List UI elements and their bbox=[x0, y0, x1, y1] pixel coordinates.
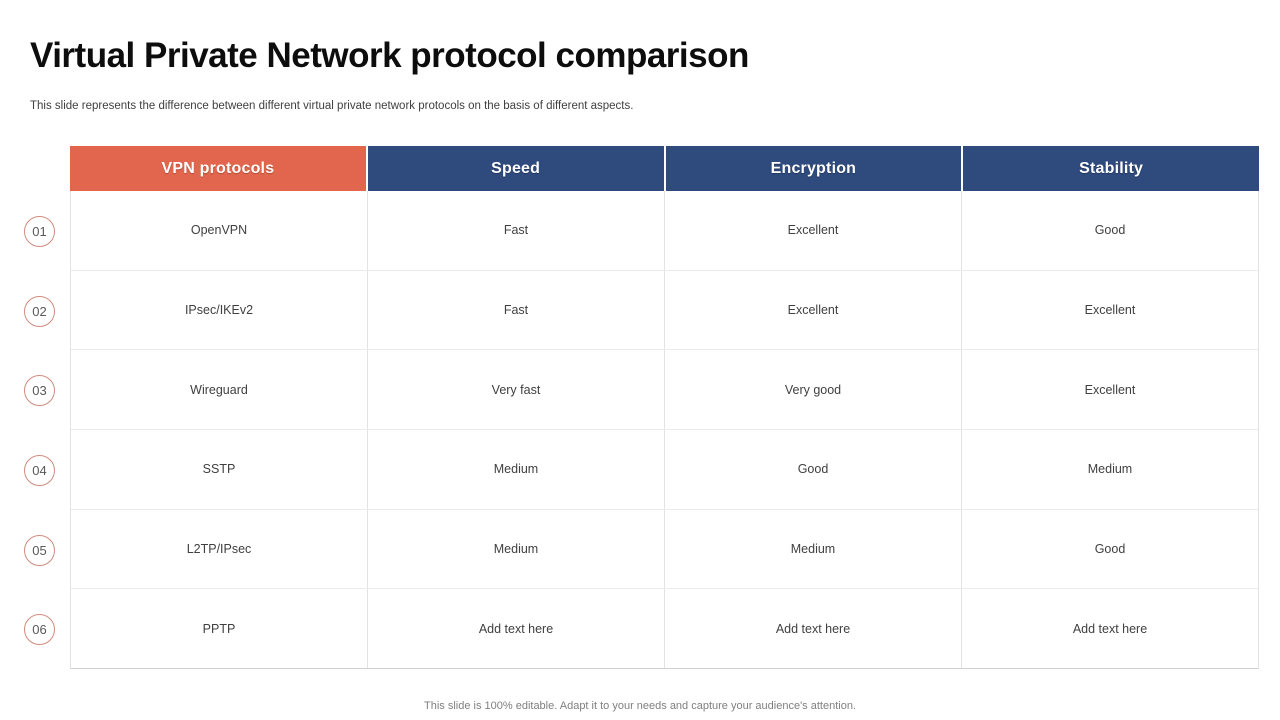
cell-encryption: Medium bbox=[664, 509, 961, 589]
cell-stability: Excellent bbox=[961, 350, 1258, 430]
table-row: SSTP Medium Good Medium bbox=[71, 429, 1258, 509]
cell-speed: Medium bbox=[367, 509, 664, 589]
cell-stability: Good bbox=[961, 191, 1258, 270]
header-vpn-protocols: VPN protocols bbox=[70, 146, 366, 191]
cell-stability: Good bbox=[961, 509, 1258, 589]
table-row: IPsec/IKEv2 Fast Excellent Excellent bbox=[71, 269, 1258, 350]
cell-encryption: Very good bbox=[664, 350, 961, 430]
cell-protocol: SSTP bbox=[202, 462, 236, 477]
cell-encryption: Excellent bbox=[664, 270, 961, 350]
header-encryption: Encryption bbox=[665, 146, 962, 191]
cell-speed: Very fast bbox=[367, 350, 664, 430]
cell-stability-placeholder[interactable]: Add text here bbox=[961, 589, 1258, 669]
cell-protocol: L2TP/IPsec bbox=[186, 542, 252, 557]
row-number-badge: 02 bbox=[24, 296, 55, 327]
header-speed: Speed bbox=[367, 146, 664, 191]
cell-speed: Fast bbox=[367, 270, 664, 350]
cell-encryption: Good bbox=[664, 430, 961, 509]
table-row: L2TP/IPsec Medium Medium Good bbox=[71, 508, 1258, 589]
cell-speed: Medium bbox=[367, 430, 664, 509]
cell-speed: Fast bbox=[367, 191, 664, 270]
table-row: OpenVPN Fast Excellent Good bbox=[71, 191, 1258, 270]
cell-speed-placeholder[interactable]: Add text here bbox=[367, 589, 664, 669]
row-number-badge: 01 bbox=[24, 216, 55, 247]
cell-protocol: PPTP bbox=[202, 621, 236, 636]
footer-note: This slide is 100% editable. Adapt it to… bbox=[424, 700, 856, 712]
table-header-row: VPN protocols Speed Encryption Stability bbox=[70, 146, 1259, 191]
cell-stability: Excellent bbox=[961, 270, 1258, 350]
row-number-badge: 04 bbox=[24, 455, 55, 486]
row-number-badge: 06 bbox=[24, 614, 55, 645]
cell-encryption: Excellent bbox=[664, 191, 961, 270]
table-row: Wireguard Very fast Very good Excellent bbox=[71, 349, 1258, 430]
cell-protocol: OpenVPN bbox=[190, 223, 248, 238]
row-number-badge: 03 bbox=[24, 375, 55, 406]
row-number-badge: 05 bbox=[24, 535, 55, 566]
header-stability: Stability bbox=[963, 146, 1259, 191]
page-title: Virtual Private Network protocol compari… bbox=[30, 36, 749, 75]
cell-protocol: IPsec/IKEv2 bbox=[184, 303, 254, 317]
cell-stability: Medium bbox=[961, 430, 1258, 509]
table-row: PPTP Add text here Add text here Add tex… bbox=[71, 588, 1258, 669]
cell-encryption-placeholder[interactable]: Add text here bbox=[664, 589, 961, 669]
slide-subtitle: This slide represents the difference bet… bbox=[30, 100, 634, 112]
table-body: OpenVPN Fast Excellent Good IPsec/IKEv2 … bbox=[70, 191, 1259, 669]
cell-protocol: Wireguard bbox=[190, 382, 248, 397]
comparison-table: VPN protocols Speed Encryption Stability… bbox=[70, 146, 1259, 669]
